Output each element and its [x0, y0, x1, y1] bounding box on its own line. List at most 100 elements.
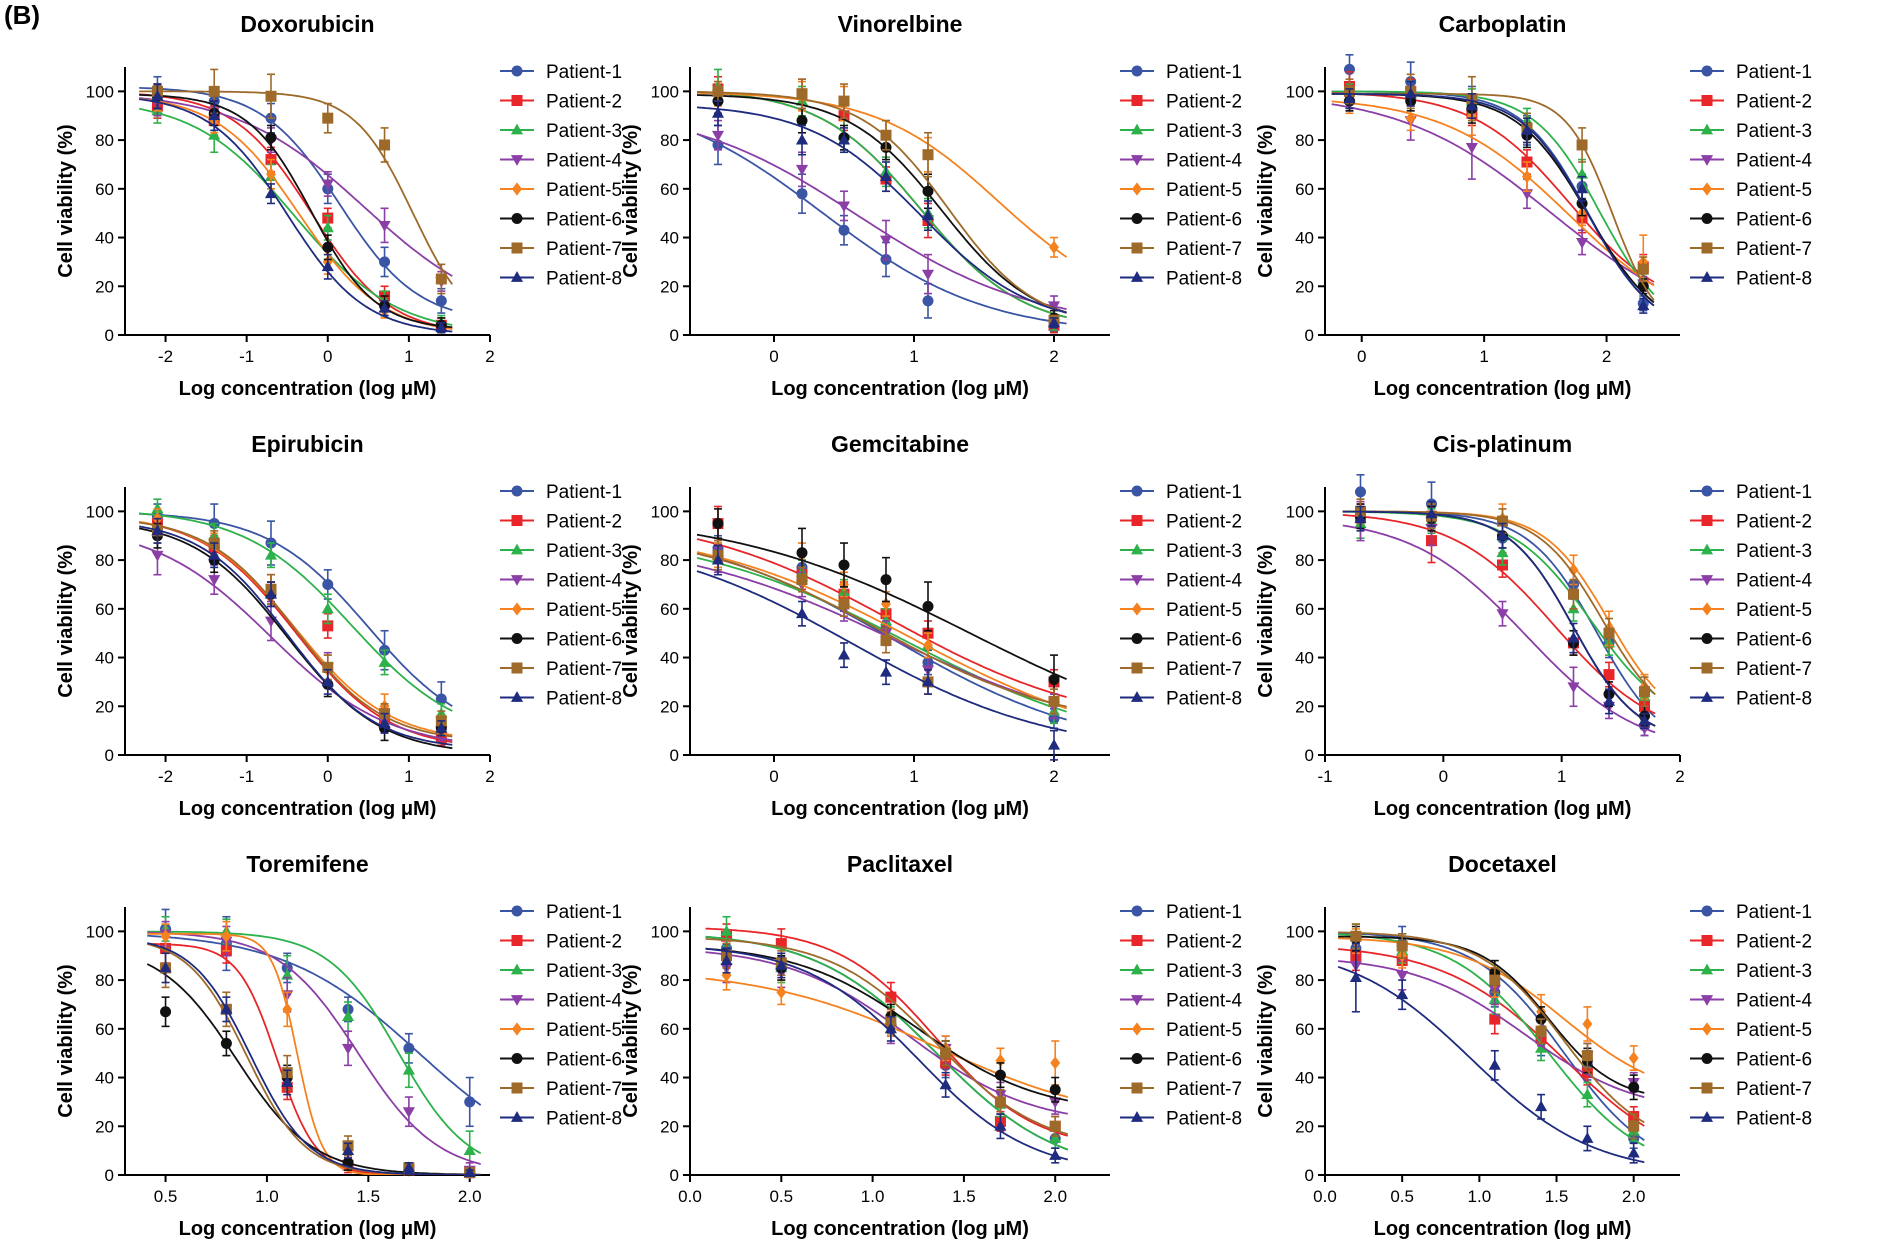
- legend-marker: [511, 213, 523, 224]
- legend-marker: [1130, 963, 1144, 975]
- legend-label: Patient-6: [1736, 630, 1812, 651]
- legend-label: Patient-3: [546, 961, 622, 982]
- data-point: [879, 235, 893, 247]
- series-patient-6: [696, 508, 1067, 705]
- legend-label: Patient-7: [546, 659, 622, 680]
- chart-gemcitabine: Gemcitabine 0 20 40 60 80 100 0 1 2 Log concentrat…: [620, 431, 1242, 820]
- legend-label: Patient-3: [1166, 961, 1242, 982]
- fit-curve: [696, 133, 1067, 325]
- legend-marker: [1701, 1053, 1713, 1064]
- data-point: [1396, 970, 1409, 982]
- y-tick-label: 20: [1295, 277, 1314, 296]
- legend-item: Patient-6: [1120, 210, 1242, 231]
- series-patient-4: [147, 920, 481, 1179]
- legend-label: Patient-3: [546, 121, 622, 142]
- data-point: [795, 164, 809, 176]
- legend-label: Patient-5: [546, 1020, 622, 1041]
- data-point: [1581, 1132, 1594, 1143]
- legend-label: Patient-8: [1166, 269, 1242, 290]
- data-point: [796, 188, 808, 200]
- data-point: [838, 95, 850, 107]
- y-tick-label: 100: [86, 502, 114, 521]
- x-tick-label: 0: [323, 347, 332, 366]
- data-point: [1567, 631, 1580, 643]
- fit-curve: [705, 947, 1069, 1161]
- data-point: [1568, 588, 1579, 600]
- y-axis-label: Cell viability (%): [55, 964, 77, 1117]
- legend-marker: [510, 691, 524, 702]
- legend-item: Patient-2: [500, 92, 622, 113]
- fit-curve: [1331, 103, 1655, 286]
- legend-label: Patient-5: [1736, 180, 1812, 201]
- data-point: [402, 1107, 415, 1118]
- data-point: [435, 273, 447, 285]
- y-tick-label: 100: [1286, 82, 1314, 101]
- legend-marker: [1701, 213, 1713, 224]
- legend-label: Patient-6: [1166, 210, 1242, 231]
- chart-title: Doxorubicin: [240, 11, 374, 37]
- legend-marker: [1701, 633, 1713, 644]
- data-point: [711, 553, 725, 565]
- series-patient-8: [1342, 500, 1656, 730]
- fit-curve: [139, 94, 453, 329]
- data-point: [884, 1022, 897, 1034]
- data-point: [282, 1002, 293, 1016]
- legend-label: Patient-7: [1166, 1079, 1242, 1100]
- legend-item: Patient-2: [500, 932, 622, 953]
- data-point: [1535, 1100, 1548, 1112]
- legend-label: Patient-8: [1736, 1109, 1812, 1130]
- legend-item: Patient-7: [1690, 659, 1812, 680]
- data-point: [922, 295, 934, 307]
- fit-curve: [696, 564, 1067, 709]
- y-tick-label: 20: [1295, 1117, 1314, 1136]
- legend-label: Patient-2: [546, 92, 622, 113]
- x-axis-label: Log concentration (log μM): [1374, 1218, 1632, 1240]
- legend-item: Patient-5: [500, 1020, 622, 1041]
- legend-item: Patient-7: [500, 659, 622, 680]
- y-tick-label: 40: [660, 649, 679, 668]
- series-patient-8: [696, 544, 1067, 761]
- data-point: [720, 954, 733, 965]
- legend-label: Patient-1: [1736, 482, 1812, 503]
- legend-label: Patient-5: [546, 600, 622, 621]
- data-point: [321, 602, 334, 614]
- legend-item: Patient-1: [1120, 482, 1242, 503]
- x-tick-label: 1.5: [952, 1187, 976, 1206]
- legend-marker: [510, 995, 524, 1006]
- legend-marker: [1131, 1082, 1143, 1094]
- legend-item: Patient-4: [1120, 991, 1242, 1012]
- chart-title: Vinorelbine: [838, 11, 963, 37]
- legend-label: Patient-7: [546, 1079, 622, 1100]
- data-point: [720, 925, 733, 936]
- data-point: [379, 256, 391, 268]
- legend-marker: [1131, 95, 1143, 106]
- legend-marker: [1701, 662, 1713, 674]
- y-tick-label: 80: [660, 971, 679, 990]
- legend-item: Patient-1: [1120, 62, 1242, 83]
- data-point: [712, 85, 724, 97]
- legend-item: Patient-5: [1120, 600, 1242, 621]
- series-patient-8: [139, 517, 453, 746]
- legend-item: Patient-1: [1120, 902, 1242, 923]
- fit-curve: [696, 570, 1067, 732]
- data-point: [1582, 1017, 1593, 1031]
- fit-curve: [147, 930, 482, 1155]
- series-patient-1: [1338, 925, 1645, 1149]
- data-point: [995, 1053, 1006, 1068]
- legend-marker: [511, 242, 523, 254]
- legend-marker: [511, 485, 523, 497]
- legend-marker: [1132, 1022, 1142, 1036]
- data-point: [1637, 299, 1650, 311]
- data-point: [378, 717, 391, 728]
- y-axis-label: Cell viability (%): [1255, 124, 1277, 277]
- legend-marker: [510, 155, 524, 166]
- data-point: [1355, 486, 1366, 498]
- data-point: [994, 1069, 1006, 1081]
- data-point: [151, 502, 164, 514]
- data-point: [880, 634, 892, 646]
- legend-item: Patient-6: [1690, 210, 1812, 231]
- series-patient-4: [139, 90, 453, 292]
- y-axis-label: Cell viability (%): [1255, 964, 1277, 1117]
- fit-curve: [147, 934, 482, 1106]
- y-tick-label: 20: [660, 1117, 679, 1136]
